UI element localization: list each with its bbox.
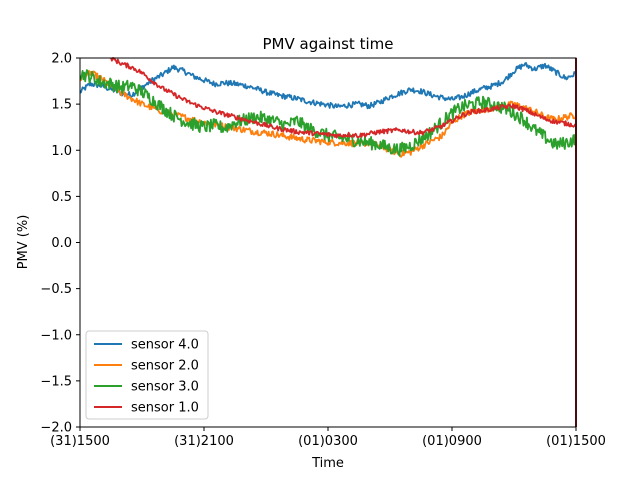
y-tick-label: −2.0 xyxy=(40,421,72,436)
x-tick-label: (01)0900 xyxy=(422,434,482,449)
legend-label: sensor 4.0 xyxy=(131,338,199,353)
y-tick-label: 1.5 xyxy=(51,98,72,113)
legend: sensor 4.0 sensor 2.0 sensor 3.0 sensor 1.0 xyxy=(85,330,209,420)
chart-title: PMV against time xyxy=(263,35,394,53)
legend-label: sensor 1.0 xyxy=(131,401,199,416)
x-tick-label: (31)1500 xyxy=(50,434,110,449)
y-tick-label: 0.5 xyxy=(51,190,72,205)
y-tick-label: 0.0 xyxy=(51,236,72,251)
y-tick-label: −1.5 xyxy=(40,374,72,389)
y-tick-label: −0.5 xyxy=(40,282,72,297)
x-axis: (31)1500 (31)2100 (01)0300 (01)0900 (01)1500 xyxy=(50,427,606,449)
y-axis: −2.0 −1.5 −1.0 −0.5 0.0 0.5 1.0 1.5 2.0 xyxy=(40,52,80,436)
y-axis-label: PMV (%) xyxy=(16,215,31,270)
y-tick-label: −1.0 xyxy=(40,328,72,343)
y-tick-label: 1.0 xyxy=(51,144,72,159)
legend-box xyxy=(85,330,209,420)
series-layer xyxy=(79,57,577,427)
legend-label: sensor 2.0 xyxy=(131,359,199,374)
legend-label: sensor 3.0 xyxy=(131,380,199,395)
x-tick-label: (01)1500 xyxy=(546,434,606,449)
series-line-sensor-4-0 xyxy=(79,62,577,110)
y-tick-label: 2.0 xyxy=(51,52,72,67)
x-tick-label: (01)0300 xyxy=(298,434,358,449)
x-axis-label: Time xyxy=(311,456,344,471)
series-line-sensor-1-0 xyxy=(110,57,577,139)
x-tick-label: (31)2100 xyxy=(174,434,234,449)
